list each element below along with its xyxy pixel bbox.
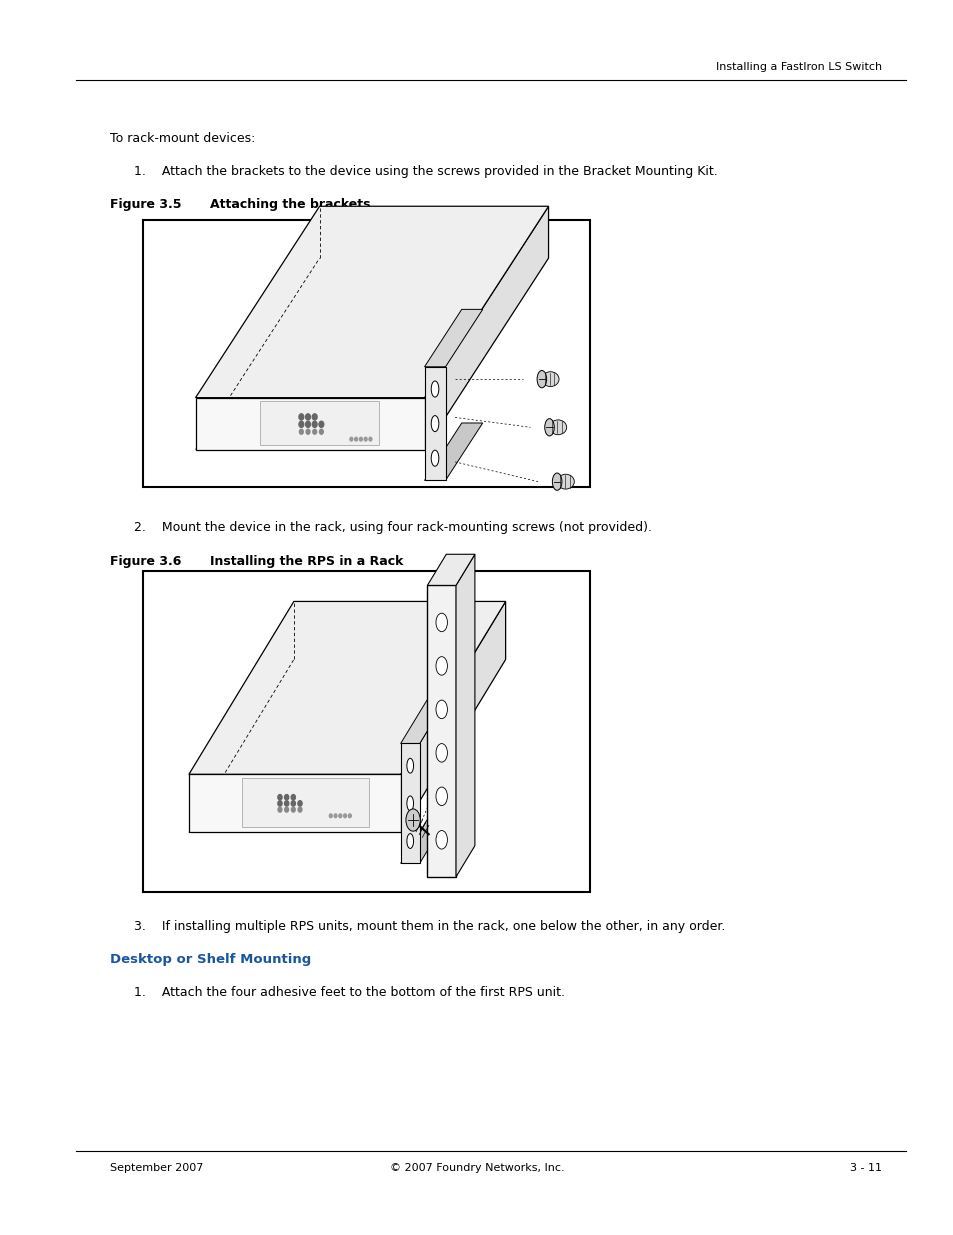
Circle shape [277, 800, 282, 806]
Ellipse shape [431, 450, 438, 467]
Circle shape [297, 800, 302, 806]
Ellipse shape [431, 382, 438, 398]
Polygon shape [424, 367, 445, 480]
Circle shape [312, 421, 316, 427]
Circle shape [277, 808, 281, 813]
Polygon shape [400, 820, 446, 863]
Polygon shape [195, 398, 424, 450]
Circle shape [298, 414, 303, 420]
Ellipse shape [436, 830, 447, 850]
Bar [143, 571, 589, 892]
Circle shape [313, 430, 316, 435]
Circle shape [284, 808, 288, 813]
Ellipse shape [557, 474, 574, 489]
Text: Installing the RPS in a Rack: Installing the RPS in a Rack [210, 555, 403, 568]
Polygon shape [400, 700, 446, 743]
Polygon shape [424, 424, 482, 480]
Circle shape [284, 800, 289, 806]
Bar [143, 220, 589, 487]
Polygon shape [189, 774, 400, 832]
Circle shape [334, 814, 336, 818]
Ellipse shape [436, 614, 447, 632]
Text: September 2007: September 2007 [110, 1163, 203, 1173]
Circle shape [299, 430, 303, 435]
Ellipse shape [549, 420, 566, 435]
Polygon shape [195, 206, 548, 398]
Polygon shape [424, 310, 482, 367]
Circle shape [329, 814, 332, 818]
Bar [427, 585, 456, 877]
Ellipse shape [537, 370, 546, 388]
Ellipse shape [436, 743, 447, 762]
Text: 2.    Mount the device in the rack, using four rack-mounting screws (not provide: 2. Mount the device in the rack, using f… [133, 521, 651, 535]
Polygon shape [456, 555, 475, 877]
Ellipse shape [406, 795, 414, 810]
Text: Figure 3.6: Figure 3.6 [110, 555, 181, 568]
Ellipse shape [552, 473, 561, 490]
Text: 3 - 11: 3 - 11 [849, 1163, 882, 1173]
Circle shape [359, 437, 362, 441]
Circle shape [291, 808, 294, 813]
Circle shape [343, 814, 346, 818]
Circle shape [297, 808, 301, 813]
Circle shape [291, 794, 295, 800]
Circle shape [318, 421, 323, 427]
Ellipse shape [436, 700, 447, 719]
Text: Attaching the brackets: Attaching the brackets [210, 198, 370, 211]
Ellipse shape [406, 834, 414, 848]
Ellipse shape [436, 657, 447, 676]
Circle shape [355, 437, 357, 441]
Circle shape [306, 430, 310, 435]
Circle shape [312, 414, 316, 420]
Circle shape [364, 437, 367, 441]
Text: 3.    If installing multiple RPS units, mount them in the rack, one below the ot: 3. If installing multiple RPS units, mou… [133, 920, 724, 934]
Text: 1.    Attach the four adhesive feet to the bottom of the first RPS unit.: 1. Attach the four adhesive feet to the … [133, 986, 564, 999]
Text: © 2007 Foundry Networks, Inc.: © 2007 Foundry Networks, Inc. [389, 1163, 564, 1173]
Text: Installing a FastIron LS Switch: Installing a FastIron LS Switch [716, 62, 882, 72]
Ellipse shape [541, 372, 558, 387]
Polygon shape [427, 555, 475, 585]
Ellipse shape [431, 415, 438, 432]
Polygon shape [424, 206, 548, 450]
Polygon shape [400, 601, 505, 832]
Polygon shape [400, 743, 419, 863]
Circle shape [338, 814, 341, 818]
Circle shape [369, 437, 372, 441]
Circle shape [277, 794, 282, 800]
Circle shape [348, 814, 351, 818]
Ellipse shape [544, 419, 554, 436]
Ellipse shape [406, 809, 420, 831]
Circle shape [298, 421, 303, 427]
Ellipse shape [406, 758, 414, 773]
Text: Desktop or Shelf Mounting: Desktop or Shelf Mounting [110, 953, 311, 967]
Circle shape [291, 800, 295, 806]
Circle shape [319, 430, 323, 435]
Circle shape [305, 421, 310, 427]
Bar [242, 778, 369, 826]
Text: To rack-mount devices:: To rack-mount devices: [110, 132, 254, 146]
Circle shape [284, 794, 289, 800]
Bar [259, 401, 378, 446]
Text: 1.    Attach the brackets to the device using the screws provided in the Bracket: 1. Attach the brackets to the device usi… [133, 165, 717, 179]
Ellipse shape [436, 787, 447, 805]
Polygon shape [189, 601, 505, 774]
Circle shape [305, 414, 310, 420]
Circle shape [350, 437, 353, 441]
Text: Figure 3.5: Figure 3.5 [110, 198, 181, 211]
